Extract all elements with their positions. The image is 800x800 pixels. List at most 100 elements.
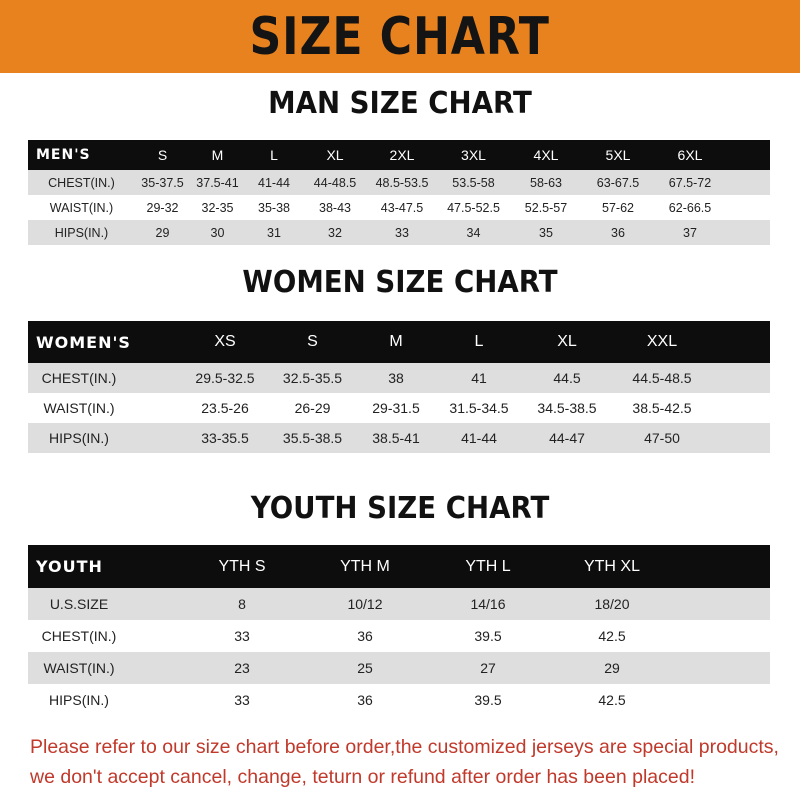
row-spacer xyxy=(726,170,770,195)
size-cell: 38.5-41 xyxy=(355,423,437,453)
row-spacer xyxy=(674,652,770,684)
size-cell: 41-44 xyxy=(245,170,303,195)
row-spacer xyxy=(674,588,770,620)
women-row: WAIST(IN.) 23.5-26 26-29 29-31.5 31.5-34.5 34… xyxy=(28,393,770,423)
size-cell: 23 xyxy=(180,652,304,684)
size-cell: 29 xyxy=(135,220,190,245)
row-label: WAIST(IN.) xyxy=(28,393,180,423)
size-header: YTH XL xyxy=(550,545,674,588)
size-cell: 38.5-42.5 xyxy=(613,393,711,423)
youth-header-row: YOUTH YTH S YTH M YTH L YTH XL xyxy=(28,545,770,588)
row-spacer xyxy=(726,195,770,220)
row-spacer xyxy=(674,684,770,716)
size-cell: 33 xyxy=(367,220,437,245)
size-cell: 35.5-38.5 xyxy=(270,423,355,453)
size-header: 5XL xyxy=(582,140,654,170)
size-cell: 67.5-72 xyxy=(654,170,726,195)
size-cell: 42.5 xyxy=(550,620,674,652)
size-cell: 32-35 xyxy=(190,195,245,220)
men-size-table: MEN'S S M L XL 2XL 3XL 4XL 5XL 6XL CHEST(IN.) 35-37… xyxy=(28,140,770,245)
youth-row: WAIST(IN.) 23 25 27 29 xyxy=(28,652,770,684)
row-spacer xyxy=(726,220,770,245)
size-cell: 27 xyxy=(426,652,550,684)
men-row: CHEST(IN.) 35-37.5 37.5-41 41-44 44-48.5 48.5… xyxy=(28,170,770,195)
size-cell: 26-29 xyxy=(270,393,355,423)
size-cell: 14/16 xyxy=(426,588,550,620)
size-header: XL xyxy=(521,321,613,363)
size-header: S xyxy=(270,321,355,363)
men-row: WAIST(IN.) 29-32 32-35 35-38 38-43 43-47.5 47.… xyxy=(28,195,770,220)
size-cell: 8 xyxy=(180,588,304,620)
size-cell: 29 xyxy=(550,652,674,684)
header-spacer xyxy=(726,140,770,170)
size-cell: 29-31.5 xyxy=(355,393,437,423)
row-label: CHEST(IN.) xyxy=(28,363,180,393)
size-cell: 33-35.5 xyxy=(180,423,270,453)
size-header: XS xyxy=(180,321,270,363)
size-cell: 10/12 xyxy=(304,588,426,620)
size-header: L xyxy=(437,321,521,363)
size-cell: 41-44 xyxy=(437,423,521,453)
size-header: 6XL xyxy=(654,140,726,170)
women-row: CHEST(IN.) 29.5-32.5 32.5-35.5 38 41 44.5 44.5… xyxy=(28,363,770,393)
banner: SIZE CHART xyxy=(0,0,800,73)
size-header: XL xyxy=(303,140,367,170)
size-cell: 29-32 xyxy=(135,195,190,220)
size-cell: 47.5-52.5 xyxy=(437,195,510,220)
row-label: U.S.SIZE xyxy=(28,588,180,620)
header-spacer xyxy=(674,545,770,588)
size-cell: 39.5 xyxy=(426,684,550,716)
women-header-row: WOMEN'S XS S M L XL XXL xyxy=(28,321,770,363)
size-cell: 25 xyxy=(304,652,426,684)
size-header: L xyxy=(245,140,303,170)
size-cell: 53.5-58 xyxy=(437,170,510,195)
size-cell: 37 xyxy=(654,220,726,245)
header-spacer xyxy=(711,321,770,363)
size-header: 3XL xyxy=(437,140,510,170)
row-label: HIPS(IN.) xyxy=(28,684,180,716)
row-label: HIPS(IN.) xyxy=(28,423,180,453)
youth-title: YOUTH SIZE CHART xyxy=(250,491,550,526)
size-cell: 18/20 xyxy=(550,588,674,620)
men-header-row: MEN'S S M L XL 2XL 3XL 4XL 5XL 6XL xyxy=(28,140,770,170)
size-cell: 33 xyxy=(180,620,304,652)
row-spacer xyxy=(674,620,770,652)
youth-row: CHEST(IN.) 33 36 39.5 42.5 xyxy=(28,620,770,652)
size-cell: 36 xyxy=(304,684,426,716)
notice-line-1: Please refer to our size chart before or… xyxy=(30,736,779,758)
men-row: HIPS(IN.) 29 30 31 32 33 34 35 36 37 xyxy=(28,220,770,245)
row-label: CHEST(IN.) xyxy=(28,170,135,195)
row-label: HIPS(IN.) xyxy=(28,220,135,245)
row-spacer xyxy=(711,363,770,393)
women-title: WOMEN SIZE CHART xyxy=(242,265,558,300)
size-cell: 31.5-34.5 xyxy=(437,393,521,423)
size-header: YTH M xyxy=(304,545,426,588)
size-header: 4XL xyxy=(510,140,582,170)
size-cell: 44-48.5 xyxy=(303,170,367,195)
size-cell: 52.5-57 xyxy=(510,195,582,220)
size-cell: 43-47.5 xyxy=(367,195,437,220)
size-header: M xyxy=(355,321,437,363)
size-cell: 44-47 xyxy=(521,423,613,453)
size-cell: 44.5 xyxy=(521,363,613,393)
size-cell: 35-37.5 xyxy=(135,170,190,195)
size-cell: 38-43 xyxy=(303,195,367,220)
row-label: CHEST(IN.) xyxy=(28,620,180,652)
size-cell: 39.5 xyxy=(426,620,550,652)
youth-row: HIPS(IN.) 33 36 39.5 42.5 xyxy=(28,684,770,716)
banner-title: SIZE CHART xyxy=(249,6,551,67)
size-cell: 35 xyxy=(510,220,582,245)
size-cell: 36 xyxy=(304,620,426,652)
men-header-label: MEN'S xyxy=(28,140,135,170)
size-cell: 44.5-48.5 xyxy=(613,363,711,393)
size-cell: 47-50 xyxy=(613,423,711,453)
size-cell: 48.5-53.5 xyxy=(367,170,437,195)
size-cell: 37.5-41 xyxy=(190,170,245,195)
size-header: 2XL xyxy=(367,140,437,170)
row-label: WAIST(IN.) xyxy=(28,195,135,220)
size-cell: 58-63 xyxy=(510,170,582,195)
size-header: YTH L xyxy=(426,545,550,588)
size-cell: 35-38 xyxy=(245,195,303,220)
size-header: M xyxy=(190,140,245,170)
size-cell: 62-66.5 xyxy=(654,195,726,220)
